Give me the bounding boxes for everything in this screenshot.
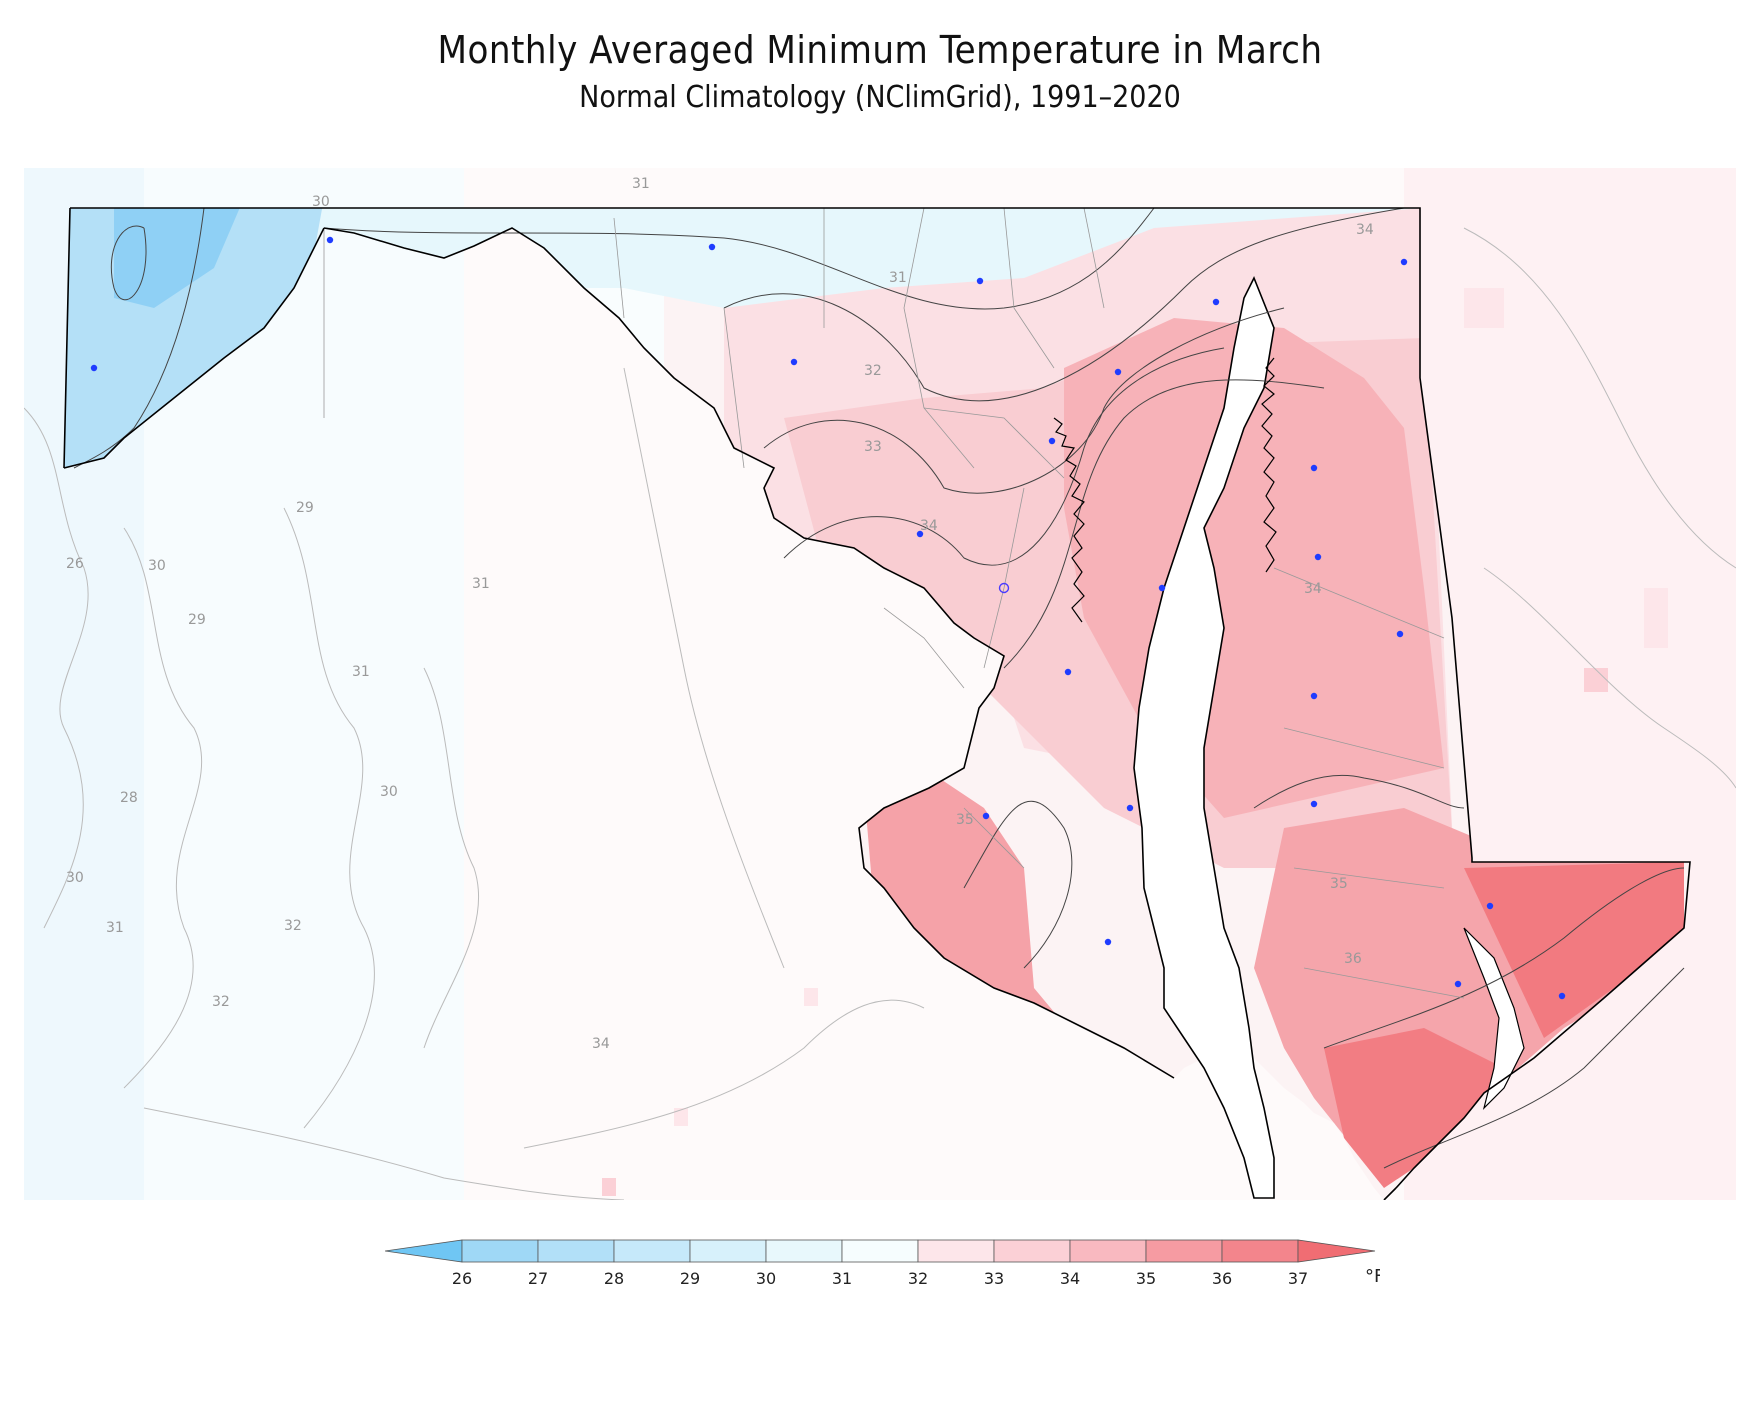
colorbar-tick-label: 36 <box>1212 1269 1232 1288</box>
contour-label: 35 <box>956 812 974 828</box>
colorbar-tick-label: 27 <box>528 1269 548 1288</box>
colorbar-tick-label: 34 <box>1060 1269 1080 1288</box>
colorbar-arrow-left <box>385 1239 463 1263</box>
contour-lines <box>73 207 1685 1169</box>
station-dot <box>1126 804 1134 812</box>
station-dot <box>1310 692 1318 700</box>
station-dot <box>1212 298 1220 306</box>
station-dot <box>916 530 924 538</box>
colorbar-swatch <box>841 1239 919 1263</box>
contour-label: 32 <box>212 994 230 1010</box>
station-dot <box>1558 992 1566 1000</box>
colorbar-tick-labels: 26 27 28 29 30 31 32 33 34 35 36 37 <box>452 1269 1308 1288</box>
station-open-marker <box>998 582 1010 594</box>
colorbar-swatch <box>537 1239 615 1263</box>
contour-label: 30 <box>148 558 166 574</box>
county-boundaries <box>323 207 1465 999</box>
coastal-bay <box>1463 927 1525 1110</box>
colorbar-tick-label: 31 <box>832 1269 852 1288</box>
colorbar-tick-label: 26 <box>452 1269 472 1288</box>
contour-label: 26 <box>66 556 84 572</box>
station-dot <box>982 812 990 820</box>
station-dot <box>1104 938 1112 946</box>
contour-label: 28 <box>120 790 138 806</box>
eastern-shore <box>1261 357 1277 573</box>
colorbar-swatch <box>765 1239 843 1263</box>
station-dot <box>1064 668 1072 676</box>
contour-label: 29 <box>188 612 206 628</box>
contour-label: 32 <box>284 918 302 934</box>
contour-label: 29 <box>296 500 314 516</box>
colorbar-swatch <box>613 1239 691 1263</box>
contour-label: 35 <box>1330 876 1348 892</box>
colorbar-arrow-right <box>1297 1239 1376 1263</box>
colorbar-swatch <box>461 1239 539 1263</box>
contour-label: 34 <box>920 518 938 534</box>
colorbar-swatch <box>689 1239 767 1263</box>
colorbar-tick-label: 33 <box>984 1269 1004 1288</box>
station-dot <box>976 277 984 285</box>
station-markers <box>90 236 1566 1000</box>
station-dot <box>1114 368 1122 376</box>
station-dot <box>1310 800 1318 808</box>
contour-label: 32 <box>864 363 882 379</box>
colorbar-tick-label: 29 <box>680 1269 700 1288</box>
station-dot <box>1396 630 1404 638</box>
station-dot <box>1310 464 1318 472</box>
contour-label: 31 <box>472 576 490 592</box>
colorbar-swatch <box>1145 1239 1223 1263</box>
contour-label: 34 <box>1356 222 1374 238</box>
station-dot <box>1486 902 1494 910</box>
station-dot <box>1454 980 1462 988</box>
contour-label: 31 <box>889 270 907 286</box>
colorbar-swatch <box>1221 1239 1299 1263</box>
state-outline <box>63 207 1691 1200</box>
chesapeake-bay <box>1133 276 1275 1199</box>
station-dot <box>1158 584 1166 592</box>
colorbar-tick-label: 28 <box>604 1269 624 1288</box>
outer-contours <box>24 227 1736 1200</box>
colorbar-tick-label: 35 <box>1136 1269 1156 1288</box>
colorbar-unit: °F <box>1365 1266 1380 1287</box>
contour-label: 31 <box>352 664 370 680</box>
station-dot <box>790 358 798 366</box>
contour-label: 36 <box>1344 951 1362 967</box>
contour-label: 30 <box>66 870 84 886</box>
colorbar-swatch <box>1069 1239 1147 1263</box>
colorbar-tick-label: 37 <box>1288 1269 1308 1288</box>
station-dot <box>1048 437 1056 445</box>
contour-label: 34 <box>1304 581 1322 597</box>
contour-label-group: 30 31 31 32 33 34 34 35 35 36 34 29 26 3… <box>66 176 1374 1052</box>
station-dot <box>708 243 716 251</box>
temperature-map: 30 31 31 32 33 34 34 35 35 36 34 29 26 3… <box>24 168 1736 1200</box>
map-title: Monthly Averaged Minimum Temperature in … <box>437 28 1323 72</box>
contour-label: 30 <box>380 784 398 800</box>
colorbar-tick-label: 32 <box>908 1269 928 1288</box>
contour-label: 33 <box>864 439 882 455</box>
station-dot <box>1314 553 1322 561</box>
station-dot <box>90 364 98 372</box>
station-dot <box>1400 258 1408 266</box>
colorbar-swatches <box>385 1239 1376 1263</box>
contour-label: 34 <box>592 1036 610 1052</box>
contour-label: 30 <box>312 194 330 210</box>
contour-label: 31 <box>632 176 650 192</box>
colorbar-swatch <box>917 1239 995 1263</box>
western-shore <box>1053 417 1085 623</box>
colorbar: 26 27 28 29 30 31 32 33 34 35 36 37 °F <box>385 1239 1380 1288</box>
station-dot <box>326 236 334 244</box>
map-subtitle: Normal Climatology (NClimGrid), 1991–202… <box>579 80 1181 115</box>
colorbar-tick-label: 30 <box>756 1269 776 1288</box>
contour-label: 31 <box>106 920 124 936</box>
colorbar-swatch <box>993 1239 1071 1263</box>
